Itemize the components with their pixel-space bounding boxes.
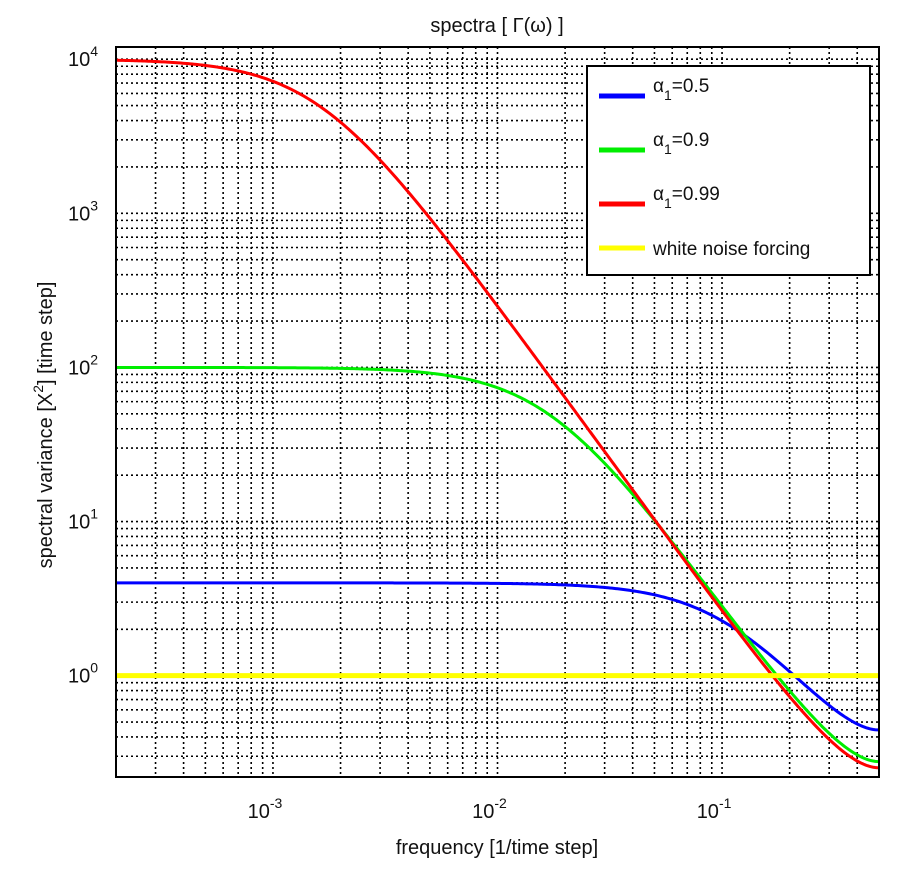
- legend-label: white noise forcing: [652, 239, 810, 260]
- y-tick-label: 104: [68, 43, 98, 71]
- chart-title: spectra [ Γ(ω) ]: [430, 15, 563, 37]
- y-axis-label: spectral variance [X2] [time step]: [30, 282, 57, 569]
- legend: α1=0.5 α1=0.9 α1=0.99 white noise forcing: [586, 65, 871, 276]
- y-tick-label: 102: [68, 351, 98, 379]
- legend-label: α1=0.99: [653, 184, 720, 211]
- y-tick-label: 103: [68, 197, 98, 225]
- series-lines: [115, 58, 880, 770]
- series-line-alpha-0_99: [115, 58, 880, 770]
- legend-label: α1=0.5: [653, 76, 709, 103]
- series-line-alpha-0_5: [116, 581, 880, 732]
- x-tick-label: 10-3: [248, 795, 283, 823]
- x-tick-label: 10-2: [472, 795, 507, 823]
- x-axis-label: frequency [1/time step]: [396, 837, 598, 859]
- legend-box: [586, 65, 871, 276]
- y-tick-labels: 100 101 102 103 104: [68, 43, 98, 687]
- x-tick-labels: 10-3 10-2 10-1: [248, 795, 732, 823]
- legend-label: α1=0.9: [653, 130, 709, 157]
- plot-frame: [115, 46, 880, 778]
- series-line-alpha-0_9: [116, 365, 880, 764]
- x-tick-label: 10-1: [697, 795, 732, 823]
- y-tick-label: 101: [68, 506, 98, 534]
- y-tick-label: 100: [68, 660, 98, 688]
